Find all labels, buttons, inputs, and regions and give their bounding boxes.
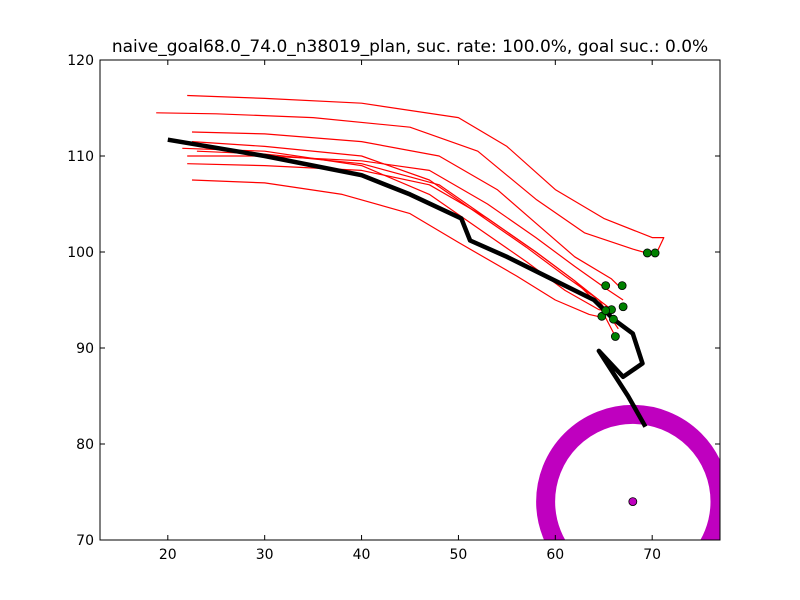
y-tick-label: 100 (67, 245, 94, 261)
plot-area (156, 94, 720, 540)
endpoint-marker (618, 302, 628, 312)
y-tick-label: 70 (76, 533, 94, 549)
x-tick-label: 60 (546, 547, 564, 563)
trajectory-line-7 (182, 147, 606, 312)
y-tick-label: 90 (76, 341, 94, 357)
trajectory-line-6 (191, 179, 602, 318)
plot-frame (99, 59, 721, 541)
endpoint-marker (601, 281, 611, 291)
goal-ring (536, 404, 720, 540)
trajectory-line-3 (191, 131, 619, 287)
x-tick-label: 30 (256, 547, 274, 563)
endpoint-marker (610, 332, 620, 341)
endpoint-marker (650, 248, 660, 258)
x-tick-label: 40 (353, 547, 371, 563)
trajectory-line-2 (156, 112, 651, 255)
chart-title: naive_goal68.0_74.0_n38019_plan, suc. ra… (112, 37, 708, 57)
x-tick-label: 50 (450, 547, 468, 563)
trajectory-line-1 (187, 94, 665, 253)
endpoint-marker (601, 306, 611, 315)
y-tick-label: 110 (67, 149, 94, 165)
trajectory-line-8 (191, 141, 619, 330)
plan-line (167, 137, 648, 428)
endpoint-marker (617, 281, 627, 291)
x-tick-label: 70 (643, 547, 661, 563)
x-tick-label: 20 (159, 547, 177, 563)
goal-point (628, 497, 638, 507)
endpoint-marker (609, 314, 618, 324)
y-tick-label: 120 (67, 53, 94, 69)
y-tick-label: 80 (76, 437, 94, 453)
plot-background (100, 60, 720, 540)
axes: 20 30 40 50 60 70 70 80 90 100 110 120 (67, 53, 720, 563)
endpoint-marker (642, 248, 652, 258)
